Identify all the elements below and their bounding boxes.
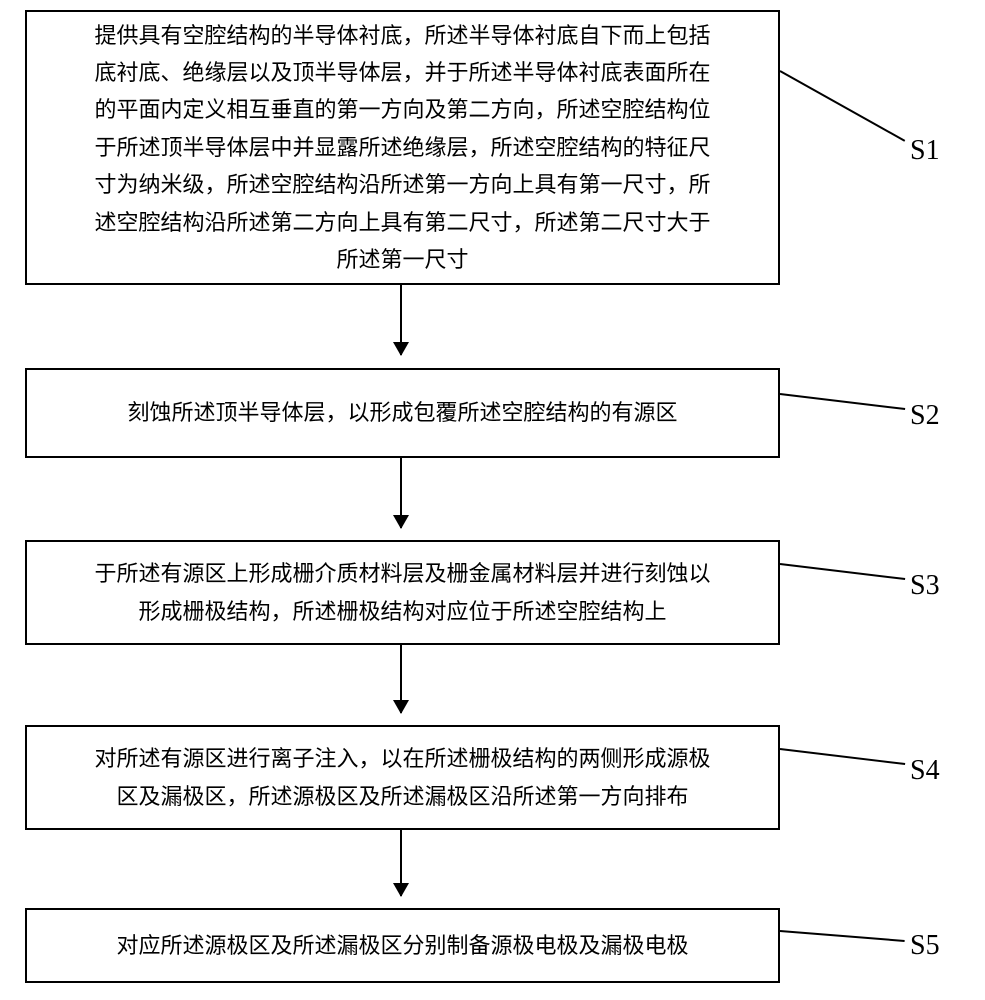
label-connector-1 (780, 70, 906, 142)
flow-arrow-1 (400, 285, 402, 355)
label-connector-5 (780, 930, 905, 942)
step-label-s3: S3 (910, 570, 940, 602)
label-connector-4 (780, 748, 905, 765)
step-label-s4: S4 (910, 755, 940, 787)
step-label-s5: S5 (910, 930, 940, 962)
step-text: 提供具有空腔结构的半导体衬底，所述半导体衬底自下而上包括 底衬底、绝缘层以及顶半… (94, 17, 710, 279)
step-label-s1: S1 (910, 135, 940, 167)
step-text: 于所述有源区上形成栅介质材料层及栅金属材料层并进行刻蚀以 形成栅极结构，所述栅极… (94, 555, 710, 630)
step-text: 刻蚀所述顶半导体层，以形成包覆所述空腔结构的有源区 (127, 394, 677, 431)
label-connector-3 (780, 563, 905, 580)
flow-arrow-2 (400, 458, 402, 528)
label-connector-2 (780, 393, 905, 410)
step-box-s5: 对应所述源极区及所述漏极区分别制备源极电极及漏极电极 (25, 908, 780, 983)
flow-arrow-3 (400, 645, 402, 713)
step-box-s4: 对所述有源区进行离子注入，以在所述栅极结构的两侧形成源极 区及漏极区，所述源极区… (25, 725, 780, 830)
step-label-s2: S2 (910, 400, 940, 432)
step-text: 对应所述源极区及所述漏极区分别制备源极电极及漏极电极 (116, 927, 688, 964)
step-box-s1: 提供具有空腔结构的半导体衬底，所述半导体衬底自下而上包括 底衬底、绝缘层以及顶半… (25, 10, 780, 285)
step-box-s3: 于所述有源区上形成栅介质材料层及栅金属材料层并进行刻蚀以 形成栅极结构，所述栅极… (25, 540, 780, 645)
step-text: 对所述有源区进行离子注入，以在所述栅极结构的两侧形成源极 区及漏极区，所述源极区… (94, 740, 710, 815)
flow-arrow-4 (400, 830, 402, 896)
step-box-s2: 刻蚀所述顶半导体层，以形成包覆所述空腔结构的有源区 (25, 368, 780, 458)
